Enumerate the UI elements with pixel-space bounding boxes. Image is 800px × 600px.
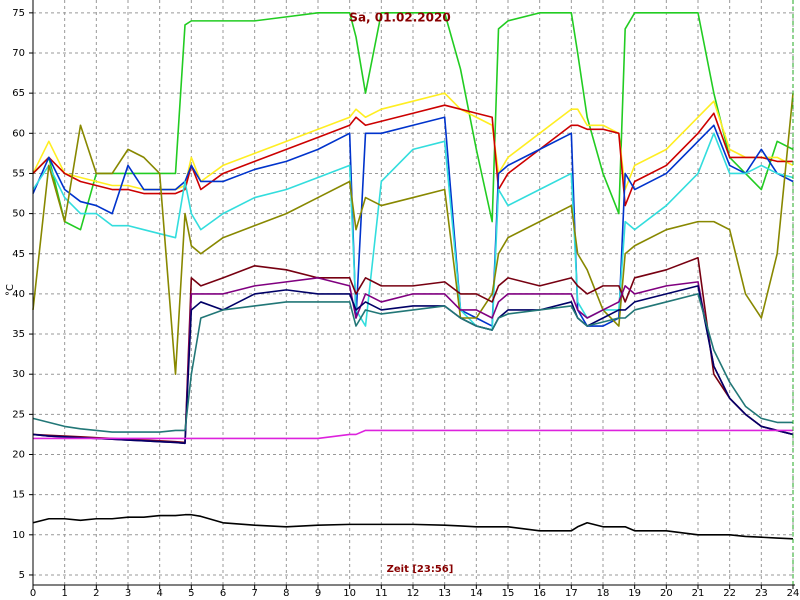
y-tick-label: 70 <box>12 48 25 59</box>
x-tick-label: 7 <box>251 588 257 599</box>
x-tick-label: 24 <box>787 588 800 599</box>
y-tick-label: 65 <box>12 88 25 99</box>
series-line <box>32 293 793 433</box>
series-line <box>32 256 794 444</box>
x-tick-label: 15 <box>502 588 515 599</box>
series-line <box>32 513 794 540</box>
x-tick-label: 20 <box>660 588 673 599</box>
y-tick-label: 45 <box>12 249 25 260</box>
x-tick-label: 17 <box>565 588 578 599</box>
y-tick-label: 20 <box>12 450 25 461</box>
y-tick-label: 75 <box>12 8 25 19</box>
x-tick-label: 6 <box>220 588 226 599</box>
x-tick-label: 9 <box>315 588 321 599</box>
x-tick-label: 16 <box>533 588 546 599</box>
series-line <box>32 12 794 231</box>
x-tick-label: 4 <box>156 588 162 599</box>
series-line <box>32 285 794 445</box>
y-tick-label: 50 <box>12 209 25 220</box>
y-tick-label: 15 <box>12 490 25 501</box>
series-line <box>32 116 794 327</box>
series-group <box>32 12 794 540</box>
x-tick-label: 21 <box>692 588 705 599</box>
x-tick-label: 23 <box>755 588 768 599</box>
y-tick-label: 40 <box>12 289 25 300</box>
x-tick-label: 1 <box>61 588 67 599</box>
x-tick-label: 0 <box>30 588 36 599</box>
series-line <box>32 104 793 207</box>
grid <box>29 0 794 589</box>
x-tick-label: 22 <box>723 588 736 599</box>
chart-title: Sa, 01.02.2020 <box>349 11 450 25</box>
x-tick-label: 19 <box>628 588 641 599</box>
y-tick-label: 60 <box>12 128 25 139</box>
y-tick-label: 35 <box>12 329 25 340</box>
x-tick-label: 11 <box>375 588 388 599</box>
x-tick-label: 2 <box>93 588 99 599</box>
x-tick-label: 14 <box>470 588 483 599</box>
y-axis-label: °C <box>5 284 16 296</box>
x-axis-label: Zeit [23:56] <box>387 564 454 575</box>
x-tick-label: 12 <box>407 588 420 599</box>
series-line <box>32 93 794 376</box>
y-tick-label: 55 <box>12 168 25 179</box>
series-line <box>32 132 794 331</box>
x-tick-label: 10 <box>343 588 356 599</box>
x-tick-label: 3 <box>125 588 131 599</box>
y-tick-label: 5 <box>19 570 25 581</box>
y-tick-label: 30 <box>12 369 25 380</box>
series-line <box>33 429 793 440</box>
y-tick-label: 10 <box>12 530 25 541</box>
y-tick-label: 25 <box>12 409 25 420</box>
x-tick-label: 13 <box>438 588 451 599</box>
x-tick-label: 18 <box>597 588 610 599</box>
x-tick-label: 8 <box>283 588 289 599</box>
x-tick-label: 5 <box>188 588 194 599</box>
